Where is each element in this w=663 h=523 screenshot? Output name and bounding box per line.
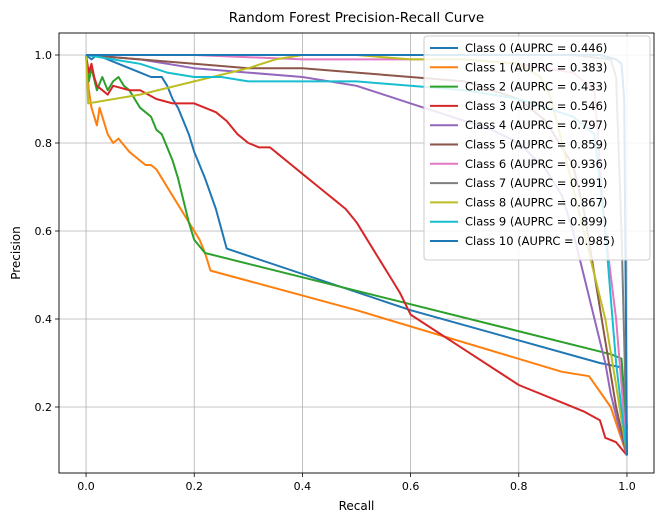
legend-label: Class 6 (AUPRC = 0.936) [465,157,607,171]
legend-label: Class 0 (AUPRC = 0.446) [465,41,607,55]
chart-title: Random Forest Precision-Recall Curve [229,10,484,26]
x-tick-label: 0.2 [185,480,203,493]
legend-label: Class 4 (AUPRC = 0.797) [465,118,607,132]
series-line-class-1 [85,54,628,456]
series-line-class-2 [85,54,628,430]
legend-label: Class 3 (AUPRC = 0.546) [465,99,607,113]
y-tick-label: 0.4 [35,313,53,326]
plot-frame [58,32,655,474]
legend-label: Class 9 (AUPRC = 0.899) [465,215,607,229]
y-axis-ticks: 0.2 0.4 0.6 0.8 1.0 [35,49,59,414]
legend-label: Class 5 (AUPRC = 0.859) [465,138,607,152]
legend-label: Class 10 (AUPRC = 0.985) [465,234,615,248]
legend-label: Class 2 (AUPRC = 0.433) [465,80,607,94]
y-tick-label: 0.6 [35,225,53,238]
x-tick-label: 0.8 [510,480,528,493]
legend: Class 0 (AUPRC = 0.446) Class 1 (AUPRC = … [423,35,651,261]
legend-box [423,35,651,261]
x-tick-label: 0.6 [402,480,420,493]
legend-label: Class 8 (AUPRC = 0.867) [465,195,607,209]
x-axis-ticks: 0.0 0.2 0.4 0.6 0.8 1.0 [77,473,636,493]
y-tick-label: 1.0 [35,49,53,62]
x-tick-label: 0.0 [77,480,95,493]
x-axis-label: Recall [339,499,375,513]
legend-label: Class 7 (AUPRC = 0.991) [465,176,607,190]
x-tick-label: 0.4 [294,480,312,493]
y-axis-label: Precision [9,226,23,280]
y-tick-label: 0.8 [35,137,53,150]
series-line-class-3 [85,54,628,457]
legend-label: Class 1 (AUPRC = 0.383) [465,60,607,74]
x-tick-label: 1.0 [618,480,636,493]
y-tick-label: 0.2 [35,401,53,414]
